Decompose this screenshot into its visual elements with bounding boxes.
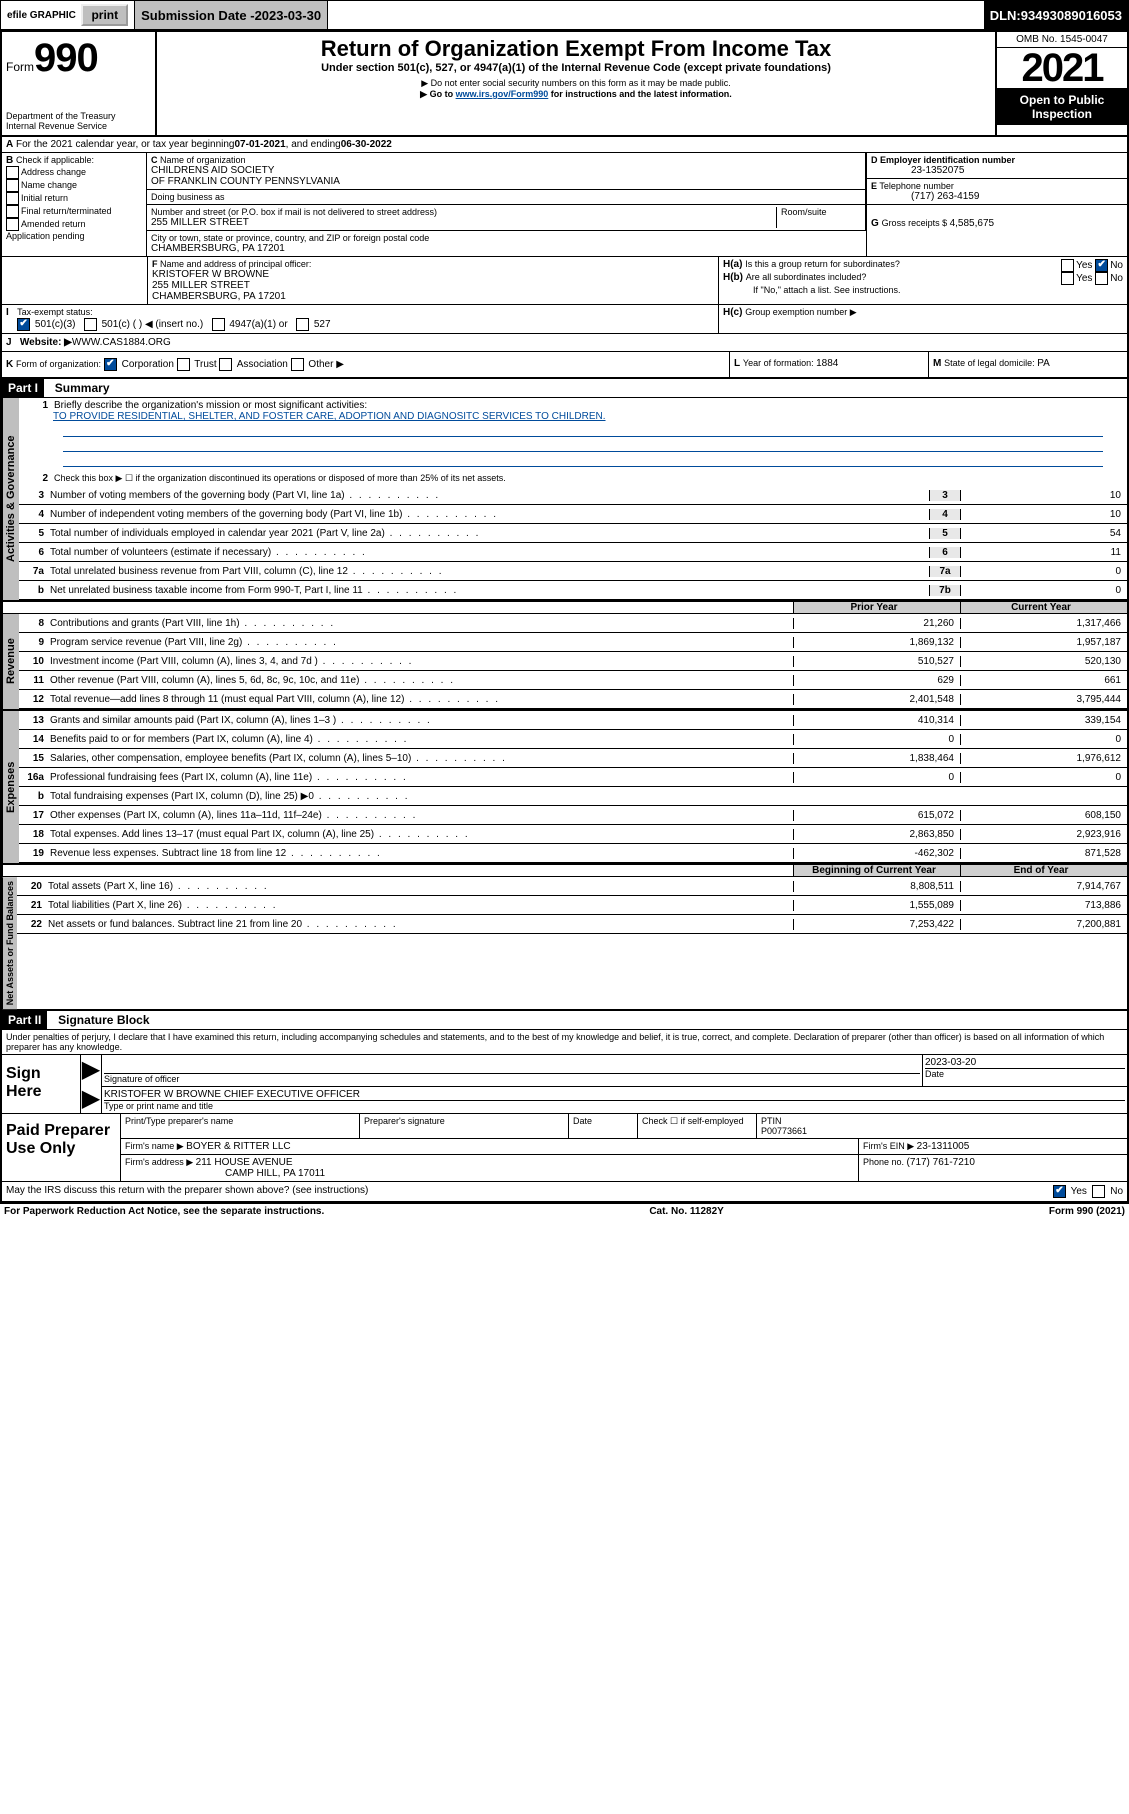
vtab-governance: Activities & Governance [2, 398, 19, 600]
irs-link[interactable]: www.irs.gov/Form990 [456, 89, 549, 99]
footer-mid: Cat. No. 11282Y [649, 1206, 723, 1217]
tax-year: 2021 [997, 48, 1127, 89]
footer-right: Form 990 (2021) [1049, 1206, 1125, 1217]
vtab-net: Net Assets or Fund Balances [2, 877, 17, 1009]
section-m: M State of legal domicile: PA [929, 352, 1127, 377]
form-label: Form [6, 60, 34, 74]
org-city: CHAMBERSBURG, PA 17201 [151, 243, 862, 254]
part2-title: Signature Block [50, 1013, 149, 1027]
open-inspection: Open to Public Inspection [997, 89, 1127, 125]
penalty-text: Under penalties of perjury, I declare th… [2, 1030, 1127, 1055]
sig-date: 2023-03-20 [925, 1057, 1125, 1068]
officer-name: KRISTOFER W BROWNE CHIEF EXECUTIVE OFFIC… [104, 1089, 1125, 1100]
section-j: J Website: ▶ WWW.CAS1884.ORG [2, 334, 1127, 352]
tax-period: A For the 2021 calendar year, or tax yea… [2, 137, 1127, 153]
dln: DLN: 93493089016053 [984, 1, 1128, 29]
print-button[interactable]: print [81, 4, 128, 26]
part1-header: Part I [2, 379, 44, 397]
paid-preparer-label: Paid Preparer Use Only [2, 1114, 121, 1181]
form-subtitle: Under section 501(c), 527, or 4947(a)(1)… [163, 62, 989, 74]
irs-label: Internal Revenue Service [6, 121, 151, 131]
vtab-revenue: Revenue [2, 614, 19, 709]
submission-date: Submission Date - 2023-03-30 [135, 1, 328, 29]
form-header: Form990 Department of the Treasury Inter… [2, 32, 1127, 137]
phone: (717) 263-4159 [871, 191, 1123, 202]
section-h: H(a) Is this a group return for subordin… [719, 257, 1127, 304]
section-b: B Check if applicable: Address change Na… [2, 153, 147, 256]
org-name: CHILDRENS AID SOCIETY [151, 165, 861, 176]
discuss-question: May the IRS discuss this return with the… [6, 1185, 368, 1198]
section-l: L Year of formation: 1884 [730, 352, 929, 377]
form-title: Return of Organization Exempt From Incom… [163, 36, 989, 62]
part1-title: Summary [47, 381, 110, 395]
sign-here-label: Sign Here [2, 1055, 81, 1113]
website: WWW.CAS1884.ORG [72, 337, 171, 348]
section-c: C Name of organization CHILDRENS AID SOC… [147, 153, 867, 256]
section-i: I Tax-exempt status: ✔ 501(c)(3) 501(c) … [2, 305, 719, 333]
org-street: 255 MILLER STREET [151, 217, 776, 228]
section-deg: D Employer identification number 23-1352… [867, 153, 1127, 256]
ptin: P00773661 [761, 1126, 807, 1136]
footer-left: For Paperwork Reduction Act Notice, see … [4, 1206, 324, 1217]
gross-receipts: 4,585,675 [950, 218, 995, 229]
section-k: K Form of organization: ✔ Corporation Tr… [2, 352, 730, 377]
note-link: ▶ Go to www.irs.gov/Form990 for instruct… [163, 89, 989, 100]
mission: TO PROVIDE RESIDENTIAL, SHELTER, AND FOS… [23, 411, 1123, 422]
top-bar: efile GRAPHIC print Submission Date - 20… [0, 0, 1129, 30]
efile-label: efile GRAPHIC print [1, 1, 135, 29]
ein: 23-1352075 [871, 165, 1123, 176]
section-f: F Name and address of principal officer:… [148, 257, 719, 304]
firm-name: BOYER & RITTER LLC [186, 1141, 290, 1152]
vtab-expenses: Expenses [2, 711, 19, 863]
part2-header: Part II [2, 1011, 47, 1029]
dept-label: Department of the Treasury [6, 111, 151, 121]
form-number: 990 [34, 36, 98, 80]
note-ssn: ▶ Do not enter social security numbers o… [163, 78, 989, 89]
